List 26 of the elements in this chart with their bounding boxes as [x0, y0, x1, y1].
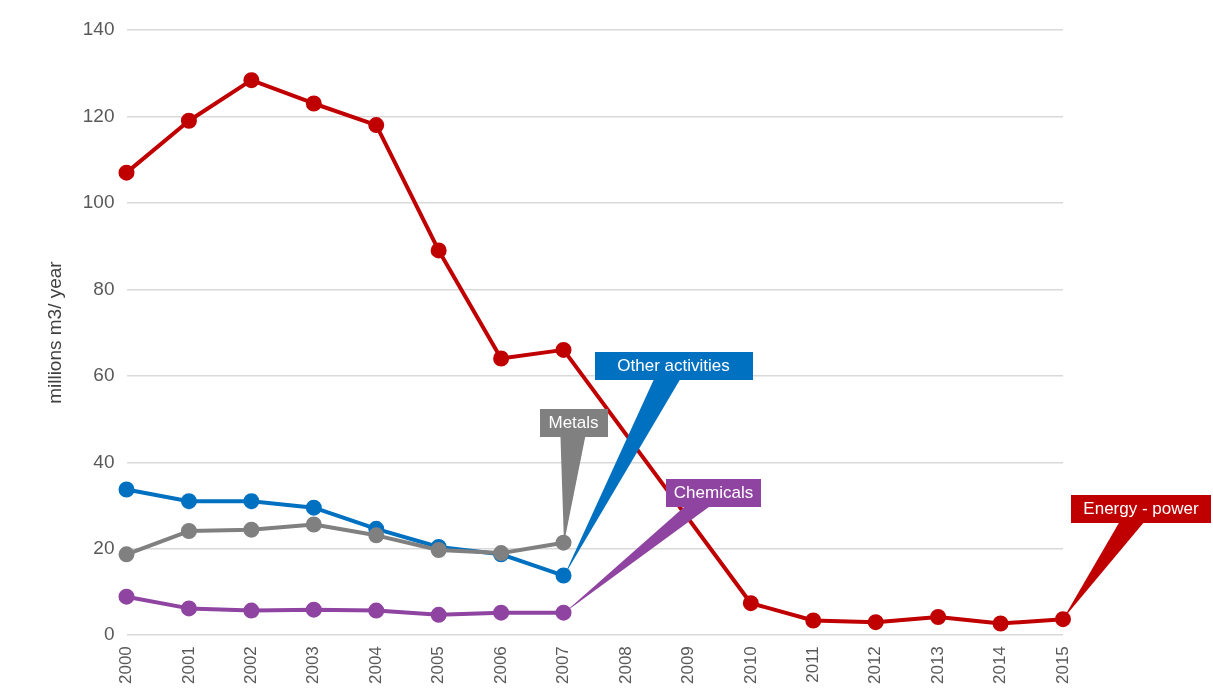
x-tick-label: 2012 [865, 646, 885, 685]
y-tick-label: 0 [103, 623, 115, 645]
y-axis-title: millions m3/ year [43, 260, 65, 404]
x-tick-label: 2004 [365, 646, 385, 685]
x-tick-label: 2010 [740, 646, 760, 685]
x-tick-label: 2003 [303, 646, 323, 685]
x-tick-label: 2015 [1052, 646, 1072, 685]
x-tick-label: 2002 [241, 646, 261, 685]
x-tick-label: 2011 [802, 646, 822, 683]
y-tick-label: 60 [93, 364, 115, 386]
y-tick-label: 140 [82, 18, 115, 40]
x-tick-label: 2008 [615, 646, 635, 685]
x-tick-label: 2007 [553, 646, 573, 685]
y-tick-label: 20 [93, 536, 115, 558]
y-tick-label: 100 [82, 191, 115, 213]
y-tick-label: 80 [93, 277, 115, 299]
y-tick-label: 120 [82, 104, 115, 126]
y-tick-label: 40 [93, 450, 115, 472]
x-tick-label: 2014 [990, 646, 1010, 685]
x-tick-label: 2013 [927, 646, 947, 685]
callout: Energy - power [1063, 495, 1211, 620]
x-tick-label: 2001 [178, 646, 198, 685]
x-tick-label: 2000 [116, 646, 136, 685]
x-tick-label: 2009 [678, 646, 698, 685]
x-tick-label: 2006 [490, 646, 510, 685]
x-tick-label: 2005 [428, 646, 448, 685]
